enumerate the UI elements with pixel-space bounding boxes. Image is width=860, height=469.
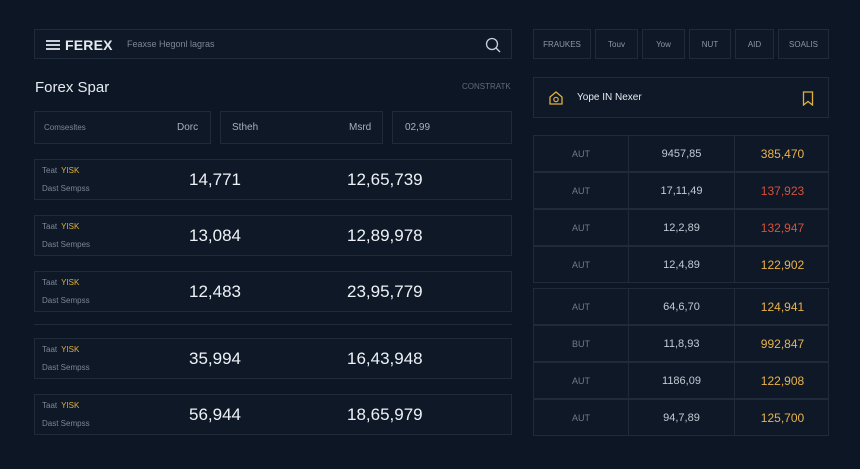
home-icon	[549, 91, 563, 105]
filter-label: Stheh	[232, 122, 259, 133]
row-tag: YISK	[61, 222, 80, 231]
cell-rate: 64,6,70	[629, 289, 735, 324]
table-row[interactable]: AUT 12,4,89 122,902	[533, 246, 829, 283]
search-input[interactable]: Feaxse Hegonl lagras	[127, 39, 215, 49]
table-row[interactable]: AUT 12,2,89 132,947	[533, 209, 829, 246]
cell-code: AUT	[534, 400, 629, 435]
row-tag: YISK	[61, 166, 80, 175]
table-row[interactable]: Taat YISK Dast Sempss 12,483 23,95,779	[34, 271, 512, 312]
table-row[interactable]: Teat YISK Dast Sempss 14,771 12,65,739	[34, 159, 512, 200]
filter-value: 02,99	[405, 122, 431, 133]
cell-code: BUT	[534, 326, 629, 361]
table-row[interactable]: Taat YISK Dast Sempss 56,944 18,65,979	[34, 394, 512, 435]
cell-change: 137,923	[760, 183, 805, 198]
divider	[34, 324, 512, 325]
cell-change: 122,908	[760, 373, 805, 388]
row-label: Taat YISK	[42, 278, 80, 287]
cell-code: AUT	[534, 247, 629, 282]
row-sublabel: Dast Sempss	[42, 184, 90, 193]
filter-stheh[interactable]: Stheh Msrd	[220, 111, 383, 144]
cell-change: 125,700	[760, 410, 805, 425]
row-label: Taat YISK	[42, 222, 80, 231]
table-row[interactable]: AUT 64,6,70 124,941	[533, 288, 829, 325]
bookmark-icon[interactable]	[802, 91, 814, 106]
row-value: 14,771	[189, 170, 241, 189]
table-row[interactable]: AUT 1186,09 122,908	[533, 362, 829, 399]
table-row[interactable]: Taat YISK Dast Sempss 35,994 16,43,948	[34, 338, 512, 379]
filter-value: Msrd	[349, 122, 372, 133]
app-logo: FEREX	[65, 37, 113, 53]
search-bar[interactable]: FEREX Feaxse Hegonl lagras	[34, 29, 512, 59]
cell-rate: 17,11,49	[629, 173, 735, 208]
filter-label: Comsesltes	[44, 123, 86, 132]
row-label: Taat YISK	[42, 401, 80, 410]
row-sublabel: Dast Sempes	[42, 240, 91, 249]
table-row[interactable]: AUT 17,11,49 137,923	[533, 172, 829, 209]
row-value: 12,483	[189, 282, 241, 301]
row-value-secondary: 12,89,978	[347, 226, 423, 245]
row-sublabel: Dast Sempss	[42, 296, 90, 305]
row-label: Teat YISK	[42, 166, 80, 175]
cell-change: 385,470	[760, 146, 805, 161]
tab-soalis[interactable]: SOALIS	[778, 29, 829, 59]
row-value-secondary: 18,65,979	[347, 405, 423, 424]
row-value: 56,944	[189, 405, 241, 424]
cell-rate: 12,2,89	[629, 210, 735, 245]
filter-value-box[interactable]: 02,99	[392, 111, 512, 144]
cell-change: 992,847	[760, 336, 805, 351]
row-value: 13,084	[189, 226, 241, 245]
search-icon[interactable]	[485, 37, 501, 53]
cell-code: AUT	[534, 136, 629, 171]
table-row[interactable]: AUT 94,7,89 125,700	[533, 399, 829, 436]
row-value: 35,994	[189, 349, 241, 368]
row-tag: YISK	[61, 278, 80, 287]
cell-rate: 11,8,93	[629, 326, 735, 361]
cell-rate: 1186,09	[629, 363, 735, 398]
row-sublabel: Dast Sempss	[42, 363, 90, 372]
table-row[interactable]: Taat YISK Dast Sempes 13,084 12,89,978	[34, 215, 512, 256]
menu-icon[interactable]	[46, 40, 60, 50]
tab-touv[interactable]: Touv	[595, 29, 638, 59]
table-row[interactable]: BUT 11,8,93 992,847	[533, 325, 829, 362]
watchlist-header[interactable]: Yope IN Nexer	[533, 77, 829, 118]
cell-code: AUT	[534, 289, 629, 324]
filter-value: Dorc	[177, 122, 199, 133]
page-title: Forex Spar	[35, 79, 110, 96]
watchlist-title: Yope IN Nexer	[577, 92, 642, 103]
constrat-link[interactable]: CONSTRATK	[462, 82, 511, 91]
row-value-secondary: 12,65,739	[347, 170, 423, 189]
table-row[interactable]: AUT 9457,85 385,470	[533, 135, 829, 172]
row-tag: YISK	[61, 345, 80, 354]
cell-change: 132,947	[760, 220, 805, 235]
cell-code: AUT	[534, 363, 629, 398]
cell-code: AUT	[534, 210, 629, 245]
tab-aid[interactable]: AID	[735, 29, 774, 59]
tab-nut[interactable]: NUT	[689, 29, 731, 59]
row-sublabel: Dast Sempss	[42, 419, 90, 428]
cell-rate: 9457,85	[629, 136, 735, 171]
tab-fraukes[interactable]: FRAUKES	[533, 29, 591, 59]
cell-rate: 94,7,89	[629, 400, 735, 435]
row-tag: YISK	[61, 401, 80, 410]
row-value-secondary: 23,95,779	[347, 282, 423, 301]
cell-change: 122,902	[760, 257, 805, 272]
filter-comsesltes[interactable]: Comsesltes Dorc	[34, 111, 211, 144]
tab-yow[interactable]: Yow	[642, 29, 685, 59]
cell-change: 124,941	[760, 299, 805, 314]
row-value-secondary: 16,43,948	[347, 349, 423, 368]
row-label: Taat YISK	[42, 345, 80, 354]
cell-code: AUT	[534, 173, 629, 208]
cell-rate: 12,4,89	[629, 247, 735, 282]
